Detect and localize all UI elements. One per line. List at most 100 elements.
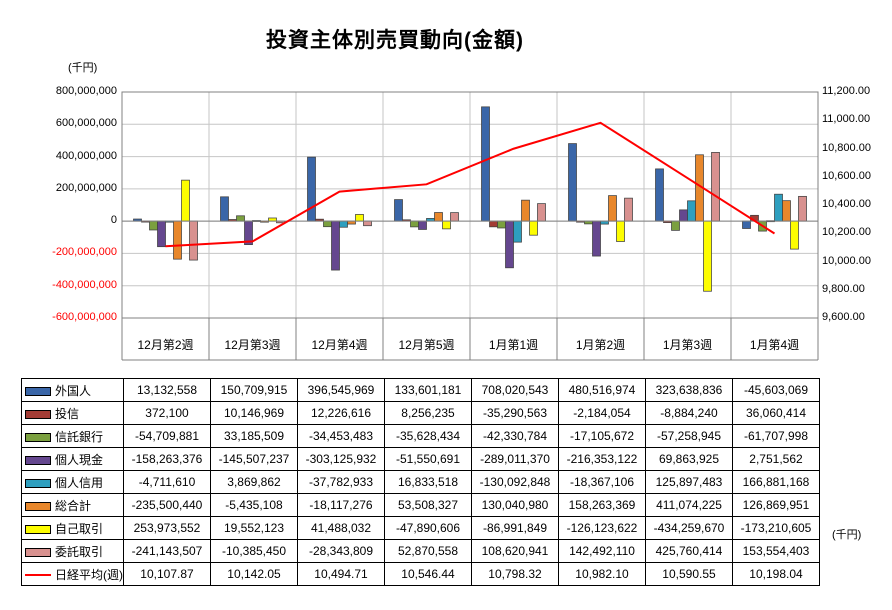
value-cell: 411,074,225 <box>645 493 733 517</box>
bar-series-総合計 <box>173 154 791 260</box>
bar <box>434 212 443 222</box>
value-cell: 69,863,925 <box>645 447 733 471</box>
value-cell: 10,146,969 <box>210 401 298 425</box>
value-cell: 33,185,509 <box>210 424 298 448</box>
bar <box>339 220 348 228</box>
value-cell: 153,554,403 <box>732 539 820 563</box>
value-cell: 253,973,552 <box>123 516 211 540</box>
legend-marker <box>25 524 51 534</box>
value-cell: 480,516,974 <box>558 378 646 402</box>
right-axis-tick-label: 10,400.00 <box>822 198 871 210</box>
legend-marker <box>25 455 51 465</box>
bar <box>481 106 490 222</box>
value-cell: -216,353,122 <box>558 447 646 471</box>
value-cell: 133,601,181 <box>384 378 472 402</box>
value-cell: 53,508,327 <box>384 493 472 517</box>
value-cell: 19,552,123 <box>210 516 298 540</box>
bar <box>782 200 791 222</box>
value-cell: 10,590.55 <box>645 562 733 586</box>
bar <box>513 220 522 243</box>
value-cell: 12,226,616 <box>297 401 385 425</box>
value-cell: -434,259,670 <box>645 516 733 540</box>
value-cell: 36,060,414 <box>732 401 820 425</box>
bar <box>608 195 617 222</box>
bar <box>703 220 712 292</box>
bar <box>711 152 720 222</box>
value-cell: 158,263,369 <box>558 493 646 517</box>
series-name: 信託銀行 <box>55 429 104 444</box>
value-cell: -28,343,809 <box>297 539 385 563</box>
value-cell: -5,435,108 <box>210 493 298 517</box>
bar <box>418 220 427 230</box>
category-axis-labels: 12月第2週 12月第3週 12月第4週 12月第5週 1月第1週 1月第2週 1月第3週 1… <box>122 320 818 358</box>
value-cell: -173,210,605 <box>732 516 820 540</box>
value-cell: -35,628,434 <box>384 424 472 448</box>
bar <box>450 212 459 222</box>
value-cell: -18,117,276 <box>297 493 385 517</box>
category-label: 1月第4週 <box>749 338 800 352</box>
value-cell: -37,782,933 <box>297 470 385 494</box>
value-cell: 396,545,969 <box>297 378 385 402</box>
value-cell: 323,638,836 <box>645 378 733 402</box>
bar <box>489 220 498 228</box>
right-axis-tick-label: 10,800.00 <box>822 141 871 154</box>
value-cell: -8,884,240 <box>645 401 733 425</box>
bar <box>410 220 419 228</box>
bar <box>568 143 577 222</box>
table-row: 日経平均(週) 10,107.87 10,142.05 10,494.71 10,546… <box>21 562 820 586</box>
value-cell: -130,092,848 <box>471 470 559 494</box>
category-label: 1月第2週 <box>575 338 626 352</box>
category-label: 1月第3週 <box>662 338 713 352</box>
table-row: 外国人 13,132,558 150,709,915 396,545,969 133,6… <box>21 378 820 402</box>
bar <box>687 200 696 222</box>
category-label: 12月第4週 <box>311 338 368 352</box>
value-cell: -45,603,069 <box>732 378 820 402</box>
value-cell: 125,897,483 <box>645 470 733 494</box>
bar <box>157 220 166 248</box>
value-cell: 3,869,862 <box>210 470 298 494</box>
value-cell: 10,494.71 <box>297 562 385 586</box>
series-label-cell: 投信 <box>21 401 124 425</box>
left-axis-tick-label: 800,000,000 <box>55 85 117 97</box>
series-name: 個人現金 <box>55 452 104 467</box>
table-row: 信託銀行 -54,709,881 33,185,509 -34,453,483 -35,… <box>21 424 820 448</box>
value-cell: -57,258,945 <box>645 424 733 448</box>
bar <box>323 220 332 228</box>
right-axis-tick-label: 10,000.00 <box>822 254 871 267</box>
series-label-cell: 総合計 <box>21 493 124 517</box>
value-cell: 8,256,235 <box>384 401 472 425</box>
value-cell: 10,142.05 <box>210 562 298 586</box>
value-cell: -241,143,507 <box>123 539 211 563</box>
value-cell: 41,488,032 <box>297 516 385 540</box>
bar-series-個人現金 <box>157 209 775 271</box>
series-label-cell: 個人信用 <box>21 470 124 494</box>
category-label: 1月第1週 <box>488 338 539 352</box>
left-axis-tick-label: -200,000,000 <box>52 246 117 259</box>
bar <box>742 220 751 229</box>
left-axis-tick-label: 200,000,000 <box>55 181 117 194</box>
value-cell: -42,330,784 <box>471 424 559 448</box>
legend-marker <box>25 501 51 511</box>
legend-marker <box>25 478 51 488</box>
series-name: 外国人 <box>55 383 92 398</box>
value-cell: 126,869,951 <box>732 493 820 517</box>
value-cell: 13,132,558 <box>123 378 211 402</box>
bar-series-個人信用 <box>165 193 783 243</box>
series-label-cell: 委託取引 <box>21 539 124 563</box>
bar <box>655 168 664 222</box>
value-cell: 108,620,941 <box>471 539 559 563</box>
value-cell: -34,453,483 <box>297 424 385 448</box>
bar <box>355 214 364 222</box>
bar <box>537 203 546 222</box>
series-name: 自己取引 <box>55 521 104 536</box>
category-label: 12月第2週 <box>137 338 194 352</box>
series-label-cell: 信託銀行 <box>21 424 124 448</box>
series-label-cell: 外国人 <box>21 378 124 402</box>
value-cell: -61,707,998 <box>732 424 820 448</box>
bar <box>671 220 680 231</box>
bar <box>774 193 783 222</box>
left-axis-unit-label: (千円) <box>68 62 98 74</box>
value-cell: -51,550,691 <box>384 447 472 471</box>
bar <box>173 220 182 260</box>
value-cell: 142,492,110 <box>558 539 646 563</box>
